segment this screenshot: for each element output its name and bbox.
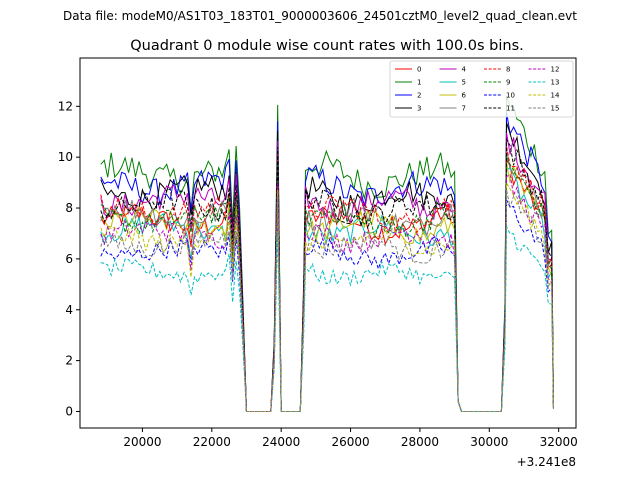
x-tick-label: 32000 [540, 435, 578, 449]
legend-label-5: 5 [462, 79, 466, 87]
legend-label-15: 15 [551, 105, 560, 113]
y-tick-label: 2 [65, 354, 73, 368]
x-tick-label: 28000 [401, 435, 439, 449]
series-line-13 [100, 226, 554, 412]
x-tick-label: 20000 [123, 435, 161, 449]
series-layer [100, 95, 554, 412]
legend-label-0: 0 [417, 66, 421, 74]
chart-suptitle: Data file: modeM0/AS1T03_183T01_90000036… [63, 9, 577, 23]
legend-label-14: 14 [551, 92, 560, 100]
y-tick-label: 12 [58, 99, 73, 113]
legend-label-10: 10 [506, 92, 515, 100]
y-axis: 0 2 4 6 8 10 12 [58, 99, 80, 418]
series-line-12 [100, 173, 554, 412]
chart-title: Quadrant 0 module wise count rates with … [130, 38, 524, 54]
x-tick-label: 22000 [193, 435, 231, 449]
legend-label-1: 1 [417, 79, 421, 87]
legend-label-13: 13 [551, 79, 560, 87]
x-offset-label: +3.241e8 [517, 455, 576, 469]
x-tick-label: 30000 [470, 435, 508, 449]
series-line-15 [100, 189, 554, 412]
x-axis: 20000 22000 24000 26000 28000 30000 32000 [123, 428, 578, 449]
legend-label-12: 12 [551, 66, 560, 74]
x-tick-label: 24000 [262, 435, 300, 449]
legend-label-7: 7 [462, 105, 466, 113]
y-tick-label: 0 [65, 404, 73, 418]
legend-label-11: 11 [506, 105, 515, 113]
series-line-11 [100, 137, 554, 412]
legend-label-8: 8 [506, 66, 510, 74]
legend-label-9: 9 [506, 79, 510, 87]
x-tick-label: 26000 [331, 435, 369, 449]
y-tick-label: 4 [65, 303, 73, 317]
legend-label-6: 6 [462, 92, 467, 100]
legend-label-3: 3 [417, 105, 421, 113]
y-tick-label: 10 [58, 150, 73, 164]
legend-label-2: 2 [417, 92, 421, 100]
legend-label-4: 4 [462, 66, 467, 74]
y-tick-label: 8 [65, 201, 73, 215]
legend-box [389, 60, 574, 118]
y-tick-label: 6 [65, 252, 73, 266]
plot-area [79, 57, 577, 429]
